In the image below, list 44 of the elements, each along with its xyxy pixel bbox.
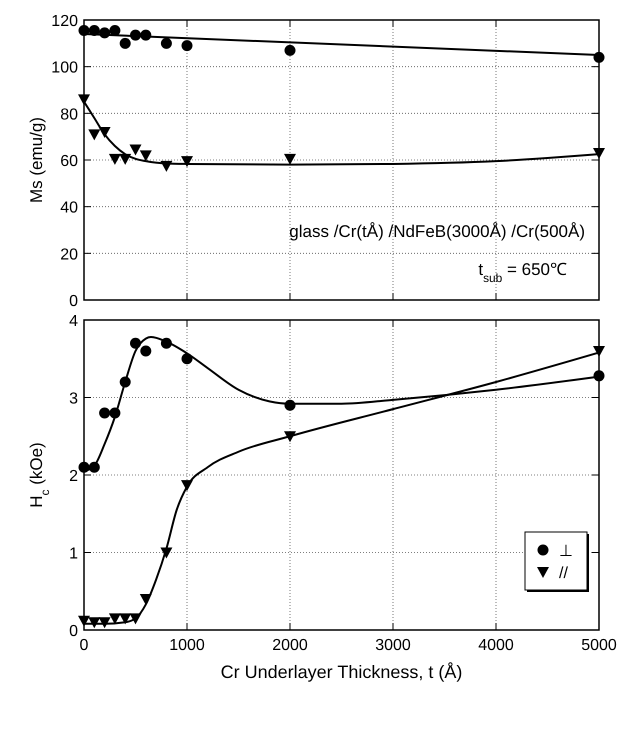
- x-tick-label: 4000: [478, 637, 514, 654]
- point: [181, 156, 193, 168]
- point: [78, 25, 90, 36]
- x-tick-label: 1000: [169, 637, 205, 654]
- point: [140, 346, 152, 356]
- point: [108, 613, 121, 624]
- x-axis-title: Cr Underlayer Thickness, t (Å): [220, 662, 462, 682]
- point: [99, 408, 110, 418]
- point: [594, 52, 604, 63]
- x-tick-label: 0: [80, 637, 89, 654]
- point: [593, 346, 605, 357]
- y-tick-label: 2: [69, 468, 78, 485]
- y-tick-label: 4: [69, 313, 78, 330]
- y-tick-label: 0: [69, 623, 78, 640]
- point: [108, 154, 121, 165]
- legend-label: ⊥: [559, 543, 573, 560]
- annotation: t$_{sub}$ = 650℃: [478, 260, 567, 285]
- y-tick-label: 100: [51, 60, 78, 77]
- point: [88, 129, 100, 140]
- y-tick-label: 40: [60, 200, 78, 217]
- point: [78, 94, 90, 106]
- annotation: glass /Cr(tÅ) /NdFeB(3000Å) /Cr(500Å): [289, 222, 585, 241]
- y-tick-label: 60: [60, 153, 78, 170]
- point: [120, 38, 131, 49]
- y-tick-label: 3: [69, 390, 78, 408]
- x-tick-label: 2000: [272, 637, 308, 654]
- legend-label: //: [559, 565, 568, 582]
- y-tick-label: 80: [60, 106, 78, 124]
- x-tick-label: 3000: [375, 637, 411, 654]
- y-tick-label: 20: [60, 246, 78, 264]
- point: [593, 148, 605, 159]
- y-axis-title: Ms (emu/g): [27, 117, 46, 203]
- point: [130, 144, 142, 156]
- y-tick-label: 0: [69, 293, 78, 310]
- point: [160, 38, 172, 49]
- x-tick-label: 5000: [581, 637, 617, 654]
- point: [78, 616, 90, 627]
- y-tick-label: 120: [51, 13, 78, 30]
- point: [182, 40, 192, 52]
- point: [284, 154, 296, 165]
- point: [140, 150, 152, 162]
- y-tick-label: 1: [69, 546, 78, 562]
- point: [109, 25, 120, 36]
- point: [284, 44, 296, 56]
